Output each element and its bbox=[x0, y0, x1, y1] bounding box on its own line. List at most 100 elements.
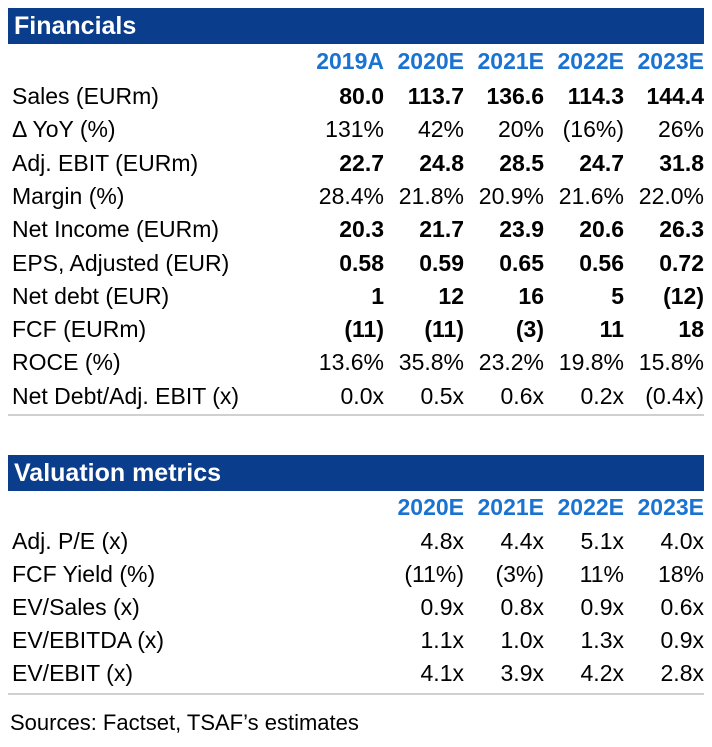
year-header: 2023E bbox=[637, 494, 704, 520]
row-value: 23.9 bbox=[499, 216, 544, 243]
row-value: 0.0x bbox=[340, 382, 384, 409]
row-label: Net Debt/Adj. EBIT (x) bbox=[12, 382, 240, 409]
valuation-row: EV/Sales (x) 0.9x 0.8x 0.9x 0.6x bbox=[8, 591, 704, 624]
row-value: (3) bbox=[515, 316, 544, 343]
row-label: EV/EBIT (x) bbox=[12, 660, 133, 686]
year-header: 2021E bbox=[477, 48, 544, 74]
row-value: 0.9x bbox=[420, 594, 464, 620]
row-label: EV/Sales (x) bbox=[12, 594, 140, 620]
row-value: (12) bbox=[663, 282, 704, 309]
row-value: 1.3x bbox=[580, 627, 624, 653]
row-value: (3%) bbox=[495, 561, 544, 587]
row-label: EV/EBITDA (x) bbox=[12, 627, 165, 653]
row-label: EPS, Adjusted (EUR) bbox=[12, 249, 230, 276]
row-value: 28.5 bbox=[499, 149, 544, 176]
row-value: 4.8x bbox=[420, 528, 464, 554]
row-value: 4.1x bbox=[420, 660, 464, 686]
year-header: 2020E bbox=[397, 494, 464, 520]
row-value: 0.5x bbox=[420, 382, 464, 409]
row-value: 1.0x bbox=[500, 627, 544, 653]
row-value: 4.2x bbox=[580, 660, 624, 686]
row-value: 0.6x bbox=[500, 382, 544, 409]
row-value: 22.7 bbox=[339, 149, 384, 176]
row-value: 113.7 bbox=[407, 83, 464, 109]
row-value: 11% bbox=[579, 561, 624, 587]
financials-row: Net Income (EURm) 20.3 21.7 23.9 20.6 26.3 bbox=[8, 213, 704, 246]
row-value: 0.72 bbox=[659, 249, 704, 276]
row-value: 35.8% bbox=[398, 349, 464, 376]
valuation-row: EV/EBIT (x) 4.1x 3.9x 4.2x 2.8x bbox=[8, 657, 704, 690]
row-value: 21.8% bbox=[398, 182, 464, 209]
financials-row: EPS, Adjusted (EUR) 0.58 0.59 0.65 0.56 0.72 bbox=[8, 247, 704, 280]
financials-header: Financials bbox=[8, 8, 704, 44]
valuation-row: Adj. P/E (x) 4.8x 4.4x 5.1x 4.0x bbox=[8, 525, 704, 558]
row-value: 0.9x bbox=[660, 627, 704, 653]
row-value: 21.7 bbox=[419, 216, 464, 243]
row-value: 144.4 bbox=[646, 83, 704, 109]
year-header: 2022E bbox=[557, 494, 624, 520]
row-value: 31.8 bbox=[659, 149, 704, 176]
row-value: (0.4x) bbox=[645, 382, 704, 409]
year-header: 2022E bbox=[557, 48, 624, 74]
financials-row: Net Debt/Adj. EBIT (x) 0.0x 0.5x 0.6x 0.2x (0… bbox=[8, 380, 704, 413]
row-value: 26.3 bbox=[659, 216, 704, 243]
financials-row: ROCE (%) 13.6% 35.8% 23.2% 19.8% 15.8% bbox=[8, 346, 704, 379]
valuation-row: EV/EBITDA (x) 1.1x 1.0x 1.3x 0.9x bbox=[8, 624, 704, 657]
financials-row: Adj. EBIT (EURm) 22.7 24.8 28.5 24.7 31.8 bbox=[8, 147, 704, 180]
row-value: 136.6 bbox=[486, 83, 544, 109]
row-value: (11%) bbox=[404, 561, 464, 587]
row-value: 20.3 bbox=[339, 216, 384, 243]
row-value: 1 bbox=[371, 282, 384, 309]
year-header: 2019A bbox=[316, 48, 384, 74]
row-value: 42% bbox=[417, 116, 464, 143]
row-value: 4.4x bbox=[500, 528, 544, 554]
row-value: 0.65 bbox=[499, 249, 544, 276]
row-value: 22.0% bbox=[638, 182, 704, 209]
row-value: 13.6% bbox=[318, 349, 384, 376]
row-value: 4.0x bbox=[660, 528, 704, 554]
row-value: (11) bbox=[344, 316, 384, 343]
row-value: 26% bbox=[657, 116, 704, 143]
row-value: 80.0 bbox=[339, 83, 384, 109]
valuation-title: Valuation metrics bbox=[14, 459, 222, 487]
financials-row: Net debt (EUR) 1 12 16 5 (12) bbox=[8, 280, 704, 313]
financials-divider bbox=[8, 414, 704, 416]
row-value: 15.8% bbox=[638, 349, 704, 376]
row-value: 5 bbox=[611, 282, 624, 309]
financials-row: FCF (EURm) (11) (11) (3) 11 18 bbox=[8, 313, 704, 346]
row-value: 20.9% bbox=[478, 182, 544, 209]
valuation-row: FCF Yield (%) (11%) (3%) 11% 18% bbox=[8, 558, 704, 591]
row-value: 0.2x bbox=[580, 382, 624, 409]
row-value: 21.6% bbox=[558, 182, 624, 209]
year-header: 2020E bbox=[397, 48, 464, 74]
valuation-year-headers: 2020E 2021E 2022E 2023E bbox=[8, 490, 704, 524]
row-label: FCF (EURm) bbox=[12, 316, 147, 343]
financials-row: Δ YoY (%) 131% 42% 20% (16%) 26% bbox=[8, 113, 704, 146]
row-value: 1.1x bbox=[420, 627, 464, 653]
row-label: Margin (%) bbox=[12, 182, 125, 209]
row-value: 2.8x bbox=[660, 660, 704, 686]
row-label: Adj. EBIT (EURm) bbox=[12, 149, 199, 176]
year-header: 2023E bbox=[637, 48, 704, 74]
row-value: 0.59 bbox=[419, 249, 464, 276]
row-value: 28.4% bbox=[318, 182, 384, 209]
valuation-divider bbox=[8, 693, 704, 695]
row-label: Δ YoY (%) bbox=[12, 116, 116, 143]
row-value: (16%) bbox=[562, 116, 624, 143]
row-label: Net Income (EURm) bbox=[12, 216, 220, 243]
row-value: 16 bbox=[518, 282, 544, 309]
row-value: (11) bbox=[424, 316, 464, 343]
row-label: Net debt (EUR) bbox=[12, 282, 170, 309]
row-value: 23.2% bbox=[478, 349, 544, 376]
financials-row: Sales (EURm) 80.0 113.7 136.6 114.3 144.4 bbox=[8, 80, 704, 113]
row-value: 18% bbox=[657, 561, 704, 587]
row-value: 24.8 bbox=[419, 149, 464, 176]
row-value: 114.3 bbox=[567, 83, 624, 109]
row-value: 20.6 bbox=[579, 216, 624, 243]
row-value: 0.8x bbox=[500, 594, 544, 620]
row-value: 0.6x bbox=[660, 594, 704, 620]
row-value: 5.1x bbox=[580, 528, 624, 554]
financials-title: Financials bbox=[14, 12, 137, 40]
financials-row: Margin (%) 28.4% 21.8% 20.9% 21.6% 22.0% bbox=[8, 180, 704, 213]
row-value: 19.8% bbox=[558, 349, 624, 376]
